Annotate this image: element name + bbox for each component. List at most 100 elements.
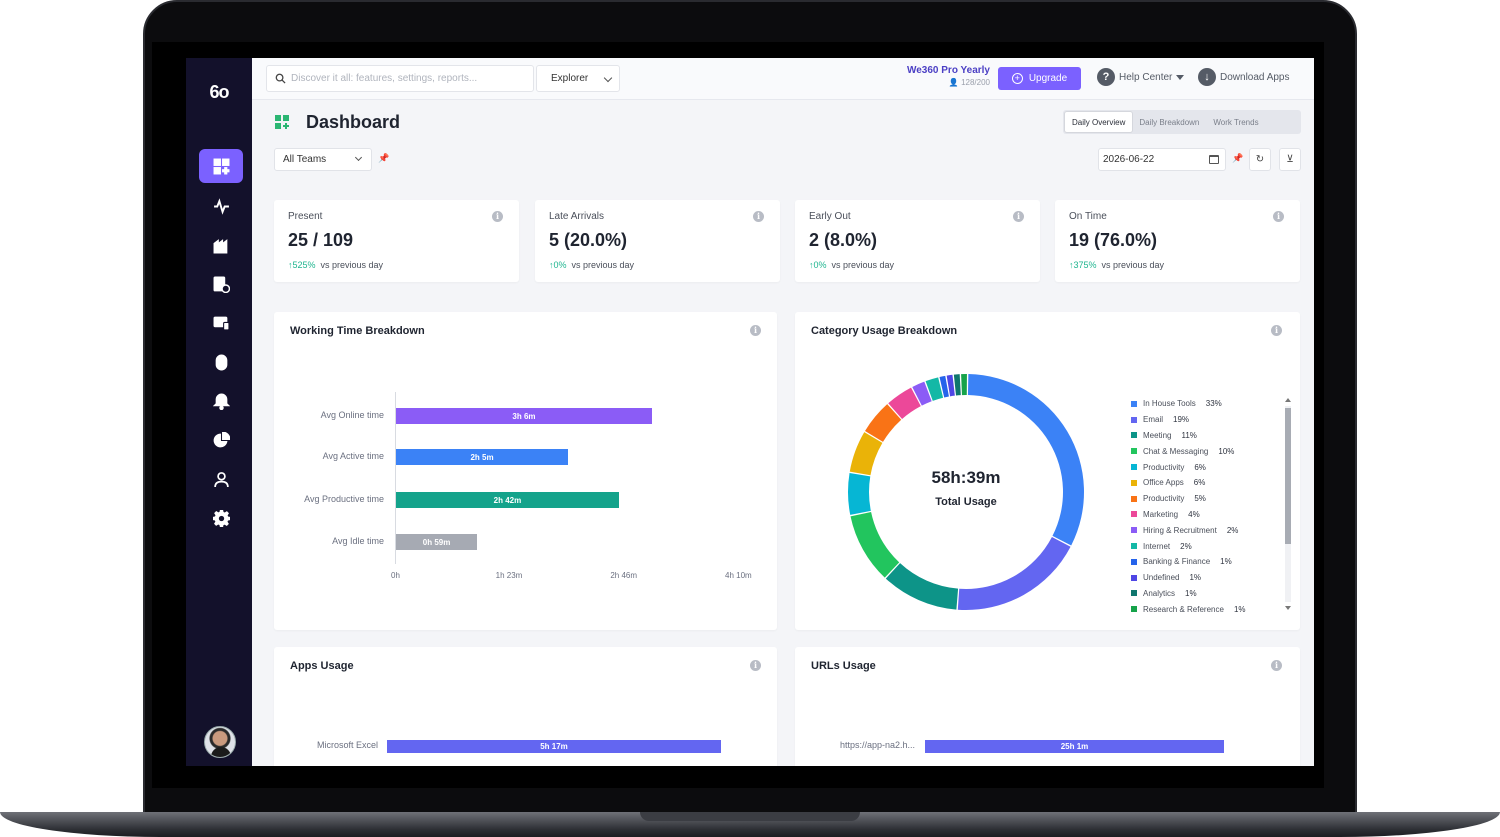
info-icon[interactable]: i (1273, 211, 1284, 222)
info-icon[interactable]: i (1013, 211, 1024, 222)
donut-slice[interactable] (967, 374, 1084, 546)
legend-item[interactable]: Chat & Messaging 10% (1131, 443, 1281, 459)
bar-label: Avg Active time (322, 451, 384, 461)
app-screen: 6o (186, 58, 1314, 766)
legend-item[interactable]: In House Tools 33% (1131, 396, 1281, 412)
stat-label: Late Arrivals (549, 211, 605, 222)
change-percent: ↑0% (809, 260, 827, 270)
app-logo[interactable]: 6o (209, 82, 229, 102)
donut-slice[interactable] (957, 536, 1071, 610)
donut-slice[interactable] (888, 387, 921, 420)
stat-change: ↑0% vs previous day (549, 260, 634, 270)
page-title: Dashboard (306, 112, 401, 132)
donut-slice[interactable] (849, 432, 883, 476)
monitor-icon (213, 316, 229, 330)
time-bar[interactable]: 3h 6m (396, 408, 652, 424)
plan-name: We360 Pro Yearly (906, 65, 990, 76)
sidebar-item-activity-tracking[interactable] (199, 345, 243, 379)
legend-item[interactable]: Internet 2% (1131, 538, 1281, 554)
url-usage-bar[interactable]: 25h 1m (925, 740, 1224, 753)
change-suffix: vs previous day (1101, 260, 1165, 270)
change-percent: ↑375% (1069, 260, 1097, 270)
info-icon[interactable]: i (1271, 660, 1282, 671)
help-icon: ? (1097, 68, 1115, 86)
legend-swatch (1131, 574, 1137, 581)
plan-seats: 👤 128/200 (904, 78, 990, 87)
sidebar-item-dashboard[interactable] (199, 149, 243, 183)
legend-item[interactable]: Productivity 5% (1131, 491, 1281, 507)
time-bar[interactable]: 0h 59m (396, 534, 478, 550)
panel-title: Category Usage Breakdown (811, 325, 958, 337)
tab-work-trends[interactable]: Work Trends (1213, 117, 1259, 127)
working-time-panel: Working Time Breakdown i Avg Online time… (274, 312, 777, 630)
legend-percent: 11% (1181, 430, 1197, 440)
legend-item[interactable]: Analytics 1% (1131, 586, 1281, 602)
donut-slice[interactable] (961, 374, 967, 396)
donut-slice[interactable] (946, 374, 955, 397)
date-picker[interactable]: 2026-06-22 (1098, 148, 1226, 171)
time-bar[interactable]: 2h 5m (396, 449, 568, 465)
info-icon[interactable]: i (753, 211, 764, 222)
refresh-button[interactable]: ↻ (1249, 148, 1271, 171)
info-icon[interactable]: i (750, 660, 761, 671)
sidebar-item-activity[interactable] (199, 189, 243, 223)
stat-card-on-time: On Time i 19 (76.0%) ↑375% vs previous da… (1055, 200, 1300, 282)
pie-icon (213, 431, 230, 447)
tab-daily-breakdown[interactable]: Daily Breakdown (1139, 117, 1200, 127)
sidebar-item-settings[interactable] (199, 501, 243, 535)
info-icon[interactable]: i (492, 211, 503, 222)
urls-usage-panel: URLs Usage i https://app-na2.h... 25h 1m (795, 647, 1300, 766)
app-usage-bar[interactable]: 5h 17m (387, 740, 721, 753)
search-input[interactable] (291, 73, 521, 84)
legend-scrollbar[interactable] (1283, 396, 1293, 614)
scroll-thumb[interactable] (1285, 408, 1291, 544)
sidebar-item-office[interactable] (199, 228, 243, 262)
pin-icon[interactable]: 📌 (1232, 153, 1244, 163)
help-center-button[interactable]: ? Help Center (1097, 68, 1185, 86)
tab-daily-overview[interactable]: Daily Overview (1065, 112, 1133, 132)
legend-item[interactable]: Meeting 11% (1131, 428, 1281, 444)
clear-filter-button[interactable]: ⊻ (1279, 148, 1301, 171)
info-icon[interactable]: i (1271, 325, 1282, 336)
pin-icon[interactable]: 📌 (378, 153, 390, 163)
avatar[interactable] (204, 726, 236, 758)
legend-item[interactable]: Banking & Finance 1% (1131, 554, 1281, 570)
legend-swatch (1131, 432, 1137, 439)
donut-slice[interactable] (912, 381, 932, 406)
legend-item[interactable]: Research & Reference 1% (1131, 601, 1281, 617)
dashboard-page-icon (275, 115, 289, 129)
sidebar-item-analytics[interactable] (199, 423, 243, 457)
scroll-up-icon[interactable] (1285, 398, 1291, 402)
legend-item[interactable]: Productivity 6% (1131, 459, 1281, 475)
legend-label: Undefined (1143, 573, 1180, 583)
sidebar-item-users[interactable] (199, 462, 243, 496)
donut-slice[interactable] (939, 375, 949, 398)
download-apps-button[interactable]: ↓ Download Apps (1198, 68, 1290, 86)
time-bar[interactable]: 2h 42m (396, 492, 619, 508)
x-tick-label: 4h 10m (725, 571, 752, 580)
refresh-icon: ↻ (1255, 154, 1265, 165)
donut-slice[interactable] (848, 472, 871, 515)
donut-slice[interactable] (885, 563, 959, 610)
team-filter-dropdown[interactable]: All Teams (274, 148, 372, 171)
scroll-down-icon[interactable] (1285, 606, 1291, 610)
legend-item[interactable]: Email 19% (1131, 412, 1281, 428)
info-icon[interactable]: i (750, 325, 761, 336)
sidebar-item-alerts[interactable] (199, 384, 243, 418)
sidebar-item-reports[interactable] (199, 267, 243, 301)
donut-slice[interactable] (953, 374, 961, 396)
legend-item[interactable]: Marketing 4% (1131, 507, 1281, 523)
legend-item[interactable]: Undefined 1% (1131, 570, 1281, 586)
legend-item[interactable]: Hiring & Recruitment 2% (1131, 522, 1281, 538)
search-box[interactable] (266, 65, 534, 92)
download-icon: ↓ (1198, 68, 1216, 86)
legend-item[interactable]: Office Apps 6% (1131, 475, 1281, 491)
legend-swatch (1131, 448, 1137, 455)
upgrade-button[interactable]: + Upgrade (998, 67, 1081, 90)
sidebar-item-monitoring[interactable] (199, 306, 243, 340)
explorer-dropdown[interactable]: Explorer (536, 65, 620, 92)
donut-slice[interactable] (865, 404, 902, 442)
donut-slice[interactable] (850, 511, 900, 578)
legend-label: Internet (1143, 541, 1171, 551)
donut-slice[interactable] (925, 377, 944, 401)
